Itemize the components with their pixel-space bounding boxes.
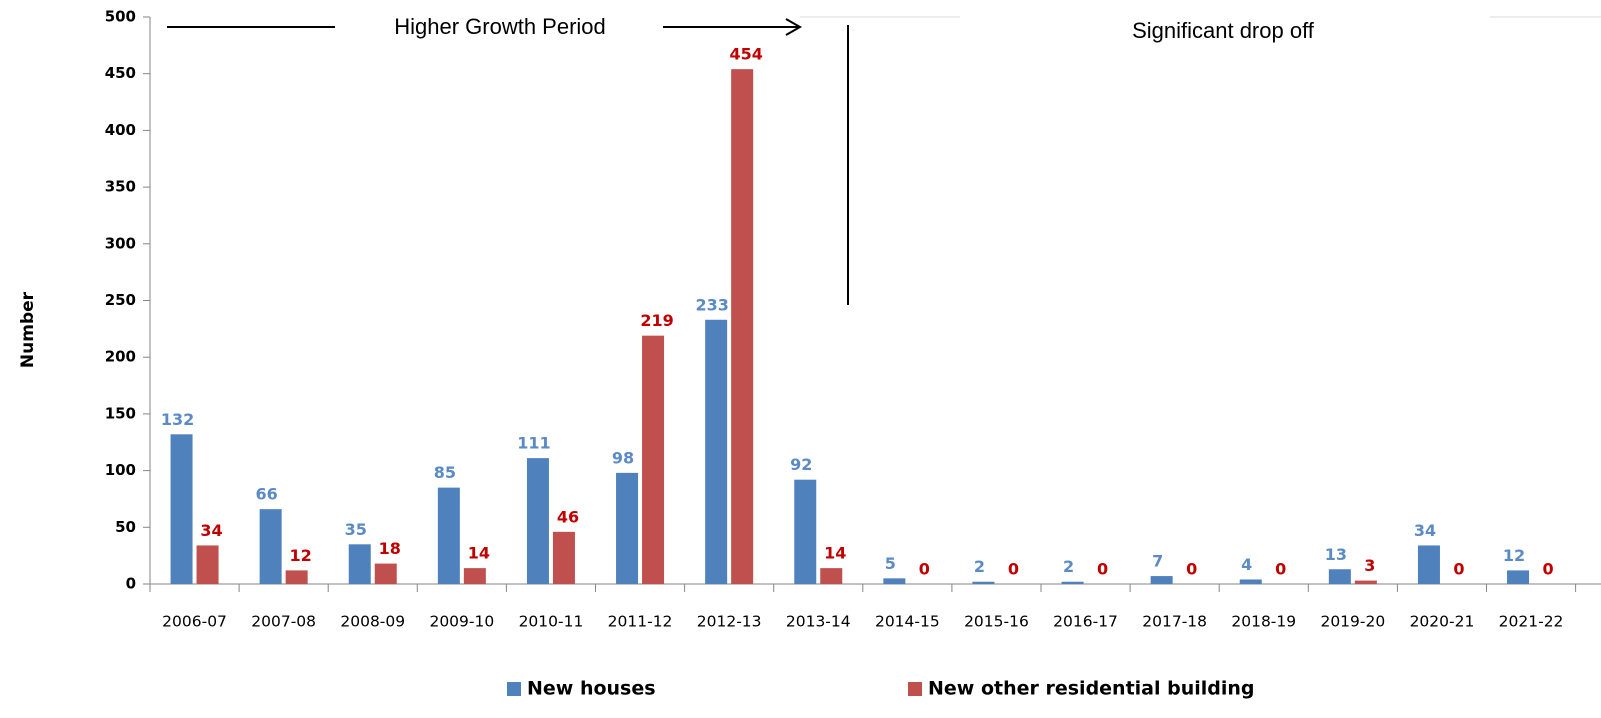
value-label: 0	[1097, 560, 1108, 579]
value-label: 5	[885, 554, 896, 573]
x-tick-label: 2016-17	[1053, 613, 1118, 631]
value-label: 0	[1542, 560, 1553, 579]
x-tick-label: 2012-13	[697, 613, 762, 631]
x-tick-label: 2008-09	[340, 613, 405, 631]
x-tick-label: 2006-07	[162, 613, 227, 631]
bar	[463, 568, 486, 584]
value-label: 0	[919, 560, 930, 579]
value-label: 132	[161, 410, 194, 429]
bar	[1061, 581, 1084, 584]
bar	[348, 544, 371, 584]
value-label: 111	[517, 434, 550, 453]
bar	[1150, 576, 1173, 584]
bar	[437, 487, 460, 584]
legend-swatch	[507, 682, 521, 696]
value-label: 14	[824, 544, 846, 563]
value-label: 454	[729, 45, 762, 64]
legend-swatch	[908, 682, 922, 696]
value-label: 2	[1063, 557, 1074, 576]
value-label: 35	[345, 520, 367, 539]
bar	[883, 578, 906, 584]
value-label: 34	[200, 521, 222, 540]
value-label: 0	[1275, 560, 1286, 579]
value-label: 12	[290, 546, 312, 565]
bar	[1507, 570, 1530, 584]
y-tick-label: 450	[105, 64, 136, 82]
bar	[616, 472, 639, 584]
y-tick-label: 50	[115, 518, 136, 536]
x-tick-label: 2011-12	[608, 613, 673, 631]
value-label: 18	[379, 539, 401, 558]
bar	[552, 531, 575, 584]
legend-label: New houses	[527, 678, 656, 700]
value-label: 233	[695, 295, 728, 314]
value-label: 66	[256, 485, 278, 504]
arrow-head	[785, 18, 803, 36]
bar	[820, 568, 843, 584]
x-tick-label: 2017-18	[1142, 613, 1207, 631]
y-tick-label: 150	[105, 404, 136, 422]
bar	[1328, 569, 1351, 584]
legend-label: New other residential building	[928, 678, 1255, 700]
bar	[1417, 545, 1440, 584]
bar	[1239, 579, 1262, 584]
x-tick-label: 2020-21	[1410, 613, 1475, 631]
bar	[642, 335, 665, 584]
value-label: 14	[468, 544, 490, 563]
y-tick-label: 250	[105, 291, 136, 309]
bar	[259, 509, 282, 584]
bar	[972, 581, 995, 584]
value-label: 7	[1152, 552, 1163, 571]
y-tick-label: 350	[105, 178, 136, 196]
y-tick-label: 100	[105, 461, 136, 479]
value-label: 12	[1503, 546, 1525, 565]
bar	[705, 319, 728, 584]
bar	[731, 69, 754, 584]
bar	[374, 563, 397, 584]
y-tick-label: 400	[105, 121, 136, 139]
bar	[285, 570, 308, 584]
annotation: Higher Growth Period	[394, 14, 606, 39]
bar	[1354, 580, 1377, 584]
x-tick-label: 2019-20	[1320, 613, 1385, 631]
y-axis-label: Number	[18, 291, 38, 368]
value-label: 46	[557, 507, 579, 526]
value-label: 0	[1008, 560, 1019, 579]
x-tick-label: 2015-16	[964, 613, 1029, 631]
value-label: 219	[640, 311, 673, 330]
bar	[794, 479, 817, 584]
value-label: 98	[612, 448, 634, 467]
value-label: 13	[1325, 545, 1347, 564]
x-tick-label: 2013-14	[786, 613, 851, 631]
x-tick-label: 2009-10	[429, 613, 494, 631]
annotation: Significant drop off	[1132, 18, 1315, 43]
value-label: 85	[434, 463, 456, 482]
value-label: 92	[790, 455, 812, 474]
bar	[526, 458, 549, 584]
y-tick-label: 300	[105, 234, 136, 252]
y-tick-label: 500	[105, 8, 136, 26]
bar	[196, 545, 219, 584]
x-tick-label: 2007-08	[251, 613, 316, 631]
value-label: 2	[974, 557, 985, 576]
value-label: 3	[1364, 556, 1375, 575]
x-tick-label: 2014-15	[875, 613, 940, 631]
y-tick-label: 0	[126, 575, 136, 593]
x-tick-label: 2018-19	[1231, 613, 1296, 631]
value-label: 4	[1241, 555, 1252, 574]
x-tick-label: 2010-11	[519, 613, 584, 631]
value-label: 0	[1186, 560, 1197, 579]
x-tick-label: 2021-22	[1499, 613, 1564, 631]
value-label: 34	[1414, 521, 1436, 540]
value-label: 0	[1453, 560, 1464, 579]
bar	[170, 434, 193, 584]
y-tick-label: 200	[105, 348, 136, 366]
